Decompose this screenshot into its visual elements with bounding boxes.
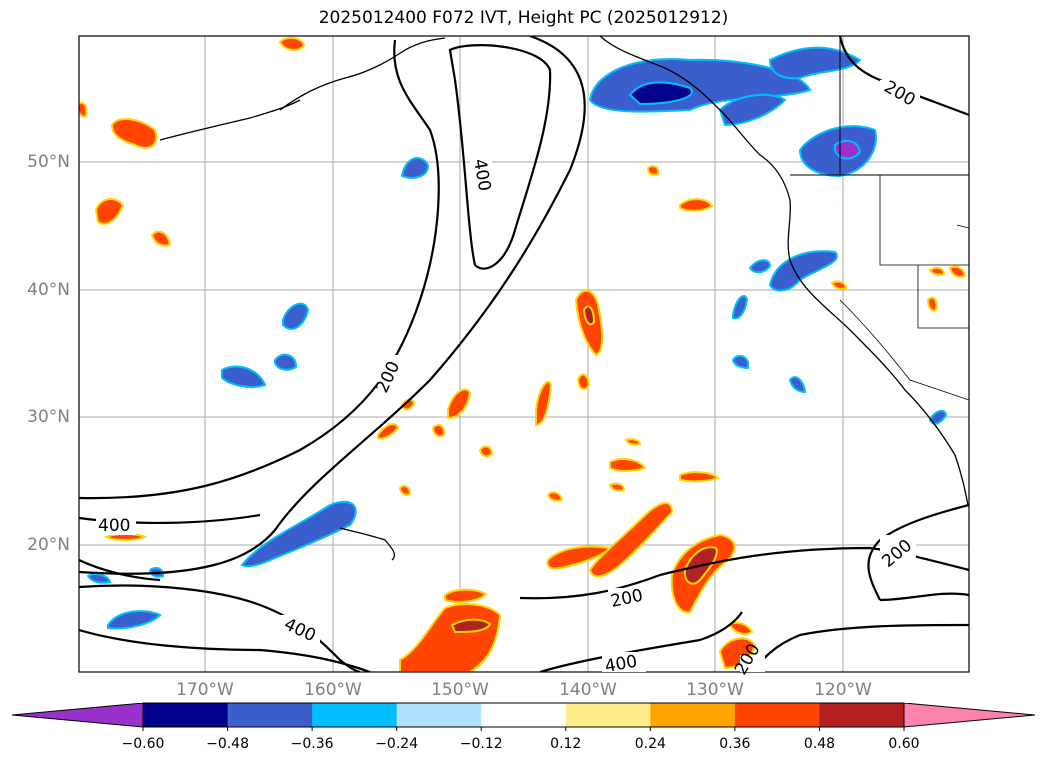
colorbar-tick-label: −0.48 [206,736,249,752]
lon-label-120w: 120°W [814,680,872,700]
colorbar-segment [650,703,736,727]
lat-label-30n: 30°N [27,407,70,427]
lon-label-140w: 140°W [559,680,617,700]
colorbar-segment [734,703,820,727]
contour-label: 400 [603,652,638,677]
colorbar-segment [312,703,398,727]
lon-label-150w: 150°W [431,680,489,700]
colorbar-extend-low [12,703,143,727]
colorbar-segment [819,703,905,727]
colorbar-tick-label: 0.24 [634,736,666,752]
colorbar-tick-label: −0.24 [375,736,419,752]
coastlines [159,36,969,561]
colorbar-extend-high [904,703,1035,727]
colorbar-tick-label: −0.36 [290,736,334,752]
colorbar-segment [565,703,651,727]
contour-labels: 400 200 400 200 200 400 200 400 200 [96,77,920,679]
colorbar-segment [396,703,482,727]
chart-title: 2025012400 F072 IVT, Height PC (20250129… [318,8,729,28]
lon-label-130w: 130°W [686,680,744,700]
lon-label-160w: 160°W [304,680,362,700]
colorbar-segment [481,703,567,727]
map-panel: 400 200 400 200 200 400 200 400 200 [78,35,970,679]
contour-label: 400 [98,516,130,536]
colorbar-segment [227,703,313,727]
colorbar-tick-label: 0.36 [719,736,751,752]
colorbar-tick-label: −0.60 [121,736,165,752]
map-frame [78,35,970,673]
lat-label-40n: 40°N [27,280,70,300]
colorbar-tick-label: −0.12 [459,736,503,752]
lat-label-50n: 50°N [27,152,70,172]
lon-label-170w: 170°W [176,680,234,700]
negative-anomaly-fill [86,46,948,630]
colorbar-segment [143,703,229,727]
colorbar-tick-label: 0.60 [888,736,920,752]
lat-label-20n: 20°N [27,535,70,555]
positive-anomaly-fill [79,36,967,672]
colorbar-outline [11,702,1036,728]
colorbar-tick-label: 0.12 [550,736,582,752]
colorbar-tick-label: 0.48 [803,736,836,752]
